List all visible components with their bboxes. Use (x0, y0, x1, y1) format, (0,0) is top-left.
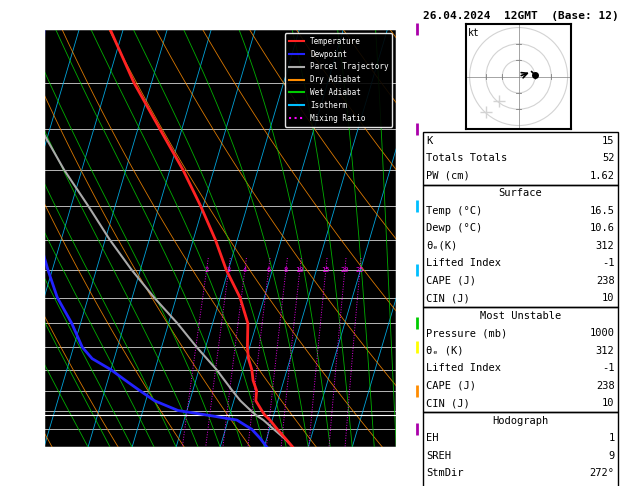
Text: StmDir: StmDir (426, 469, 464, 478)
Text: km
ASL: km ASL (396, 0, 413, 20)
Text: 20: 20 (341, 267, 349, 273)
Text: 9: 9 (608, 451, 615, 461)
Text: 238: 238 (596, 381, 615, 391)
Text: 2: 2 (204, 267, 209, 273)
Legend: Temperature, Dewpoint, Parcel Trajectory, Dry Adiabat, Wet Adiabat, Isotherm, Mi: Temperature, Dewpoint, Parcel Trajectory… (285, 33, 392, 126)
Text: Most Unstable: Most Unstable (479, 311, 561, 321)
Text: 52: 52 (602, 154, 615, 163)
Text: -1: -1 (602, 364, 615, 373)
Text: 15: 15 (321, 267, 330, 273)
Title: 39°04'N  26°36'E  105m  ASL: 39°04'N 26°36'E 105m ASL (119, 14, 321, 27)
Text: Lifted Index: Lifted Index (426, 364, 501, 373)
Text: 3: 3 (226, 267, 231, 273)
Text: 312: 312 (596, 346, 615, 356)
Text: -1: -1 (602, 259, 615, 268)
Text: Lifted Index: Lifted Index (426, 259, 501, 268)
Text: CIN (J): CIN (J) (426, 399, 470, 408)
Text: Pressure (mb): Pressure (mb) (426, 329, 507, 338)
Text: Hodograph: Hodograph (492, 416, 548, 426)
Text: kt: kt (468, 28, 480, 37)
Text: θₑ (K): θₑ (K) (426, 346, 464, 356)
Text: 10: 10 (602, 399, 615, 408)
Text: θₑ(K): θₑ(K) (426, 241, 457, 251)
Text: EH: EH (426, 434, 438, 443)
Text: 10: 10 (602, 294, 615, 303)
Text: 26.04.2024  12GMT  (Base: 12): 26.04.2024 12GMT (Base: 12) (423, 11, 619, 21)
Text: 6: 6 (267, 267, 270, 273)
Text: SREH: SREH (426, 451, 451, 461)
Text: 15: 15 (602, 136, 615, 146)
Text: CAPE (J): CAPE (J) (426, 276, 476, 286)
Text: 1: 1 (608, 434, 615, 443)
Text: LCL: LCL (396, 411, 416, 419)
Text: Surface: Surface (498, 189, 542, 198)
Text: 238: 238 (596, 276, 615, 286)
Text: PW (cm): PW (cm) (426, 171, 470, 181)
Y-axis label: hPa: hPa (0, 228, 9, 248)
Text: K: K (426, 136, 432, 146)
Text: 4: 4 (243, 267, 247, 273)
Text: CIN (J): CIN (J) (426, 294, 470, 303)
Text: 1.62: 1.62 (589, 171, 615, 181)
Text: 312: 312 (596, 241, 615, 251)
Text: 16.5: 16.5 (589, 206, 615, 216)
Text: 10.6: 10.6 (589, 224, 615, 233)
Text: Temp (°C): Temp (°C) (426, 206, 482, 216)
Y-axis label: Mixing Ratio (g/kg): Mixing Ratio (g/kg) (418, 182, 428, 294)
Text: CAPE (J): CAPE (J) (426, 381, 476, 391)
Text: 1000: 1000 (589, 329, 615, 338)
Text: 8: 8 (284, 267, 288, 273)
Text: Dewp (°C): Dewp (°C) (426, 224, 482, 233)
Text: 25: 25 (356, 267, 364, 273)
Text: 10: 10 (296, 267, 304, 273)
Text: 272°: 272° (589, 469, 615, 478)
Text: Totals Totals: Totals Totals (426, 154, 507, 163)
X-axis label: Dewpoint / Temperature (°C): Dewpoint / Temperature (°C) (129, 469, 311, 479)
